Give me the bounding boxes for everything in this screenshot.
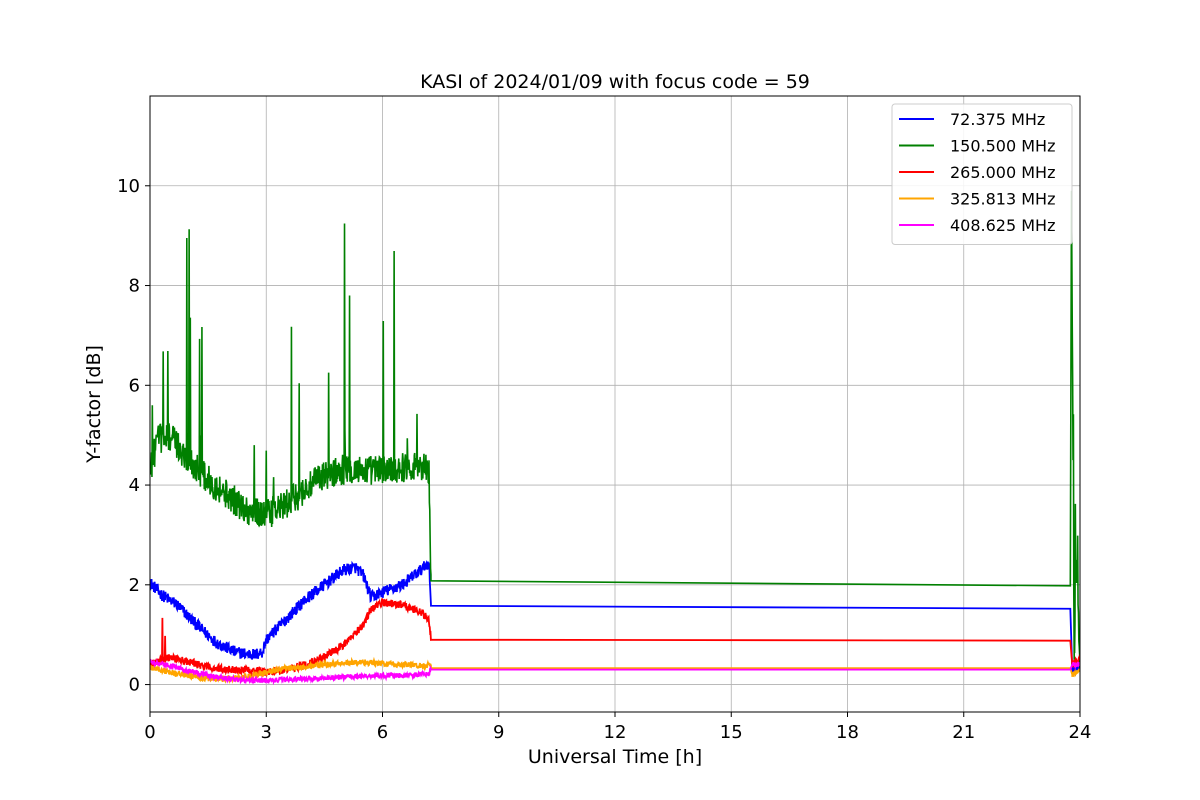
x-tick-label: 6 <box>377 722 388 743</box>
legend-label: 408.625 MHz <box>950 216 1055 235</box>
y-tick-label: 8 <box>129 276 140 297</box>
legend-box <box>891 103 1073 245</box>
x-axis: 0 3 6 9 12 15 18 21 24 <box>144 712 1091 743</box>
x-tick-label: 3 <box>261 722 272 743</box>
y-tick-label: 2 <box>129 575 140 596</box>
y-axis: 0 2 4 6 8 10 <box>117 176 150 696</box>
x-tick-label: 18 <box>836 722 859 743</box>
legend-label: 150.500 MHz <box>950 137 1055 156</box>
x-tick-label: 9 <box>493 722 504 743</box>
x-axis-label: Universal Time [h] <box>528 746 702 768</box>
legend-label: 265.000 MHz <box>950 163 1055 182</box>
y-tick-label: 6 <box>129 375 140 396</box>
chart-title: KASI of 2024/01/09 with focus code = 59 <box>420 71 810 93</box>
x-tick-label: 0 <box>144 722 155 743</box>
x-tick-label: 21 <box>952 722 975 743</box>
series-line-1 <box>150 190 1080 670</box>
legend-label: 325.813 MHz <box>950 190 1055 209</box>
x-tick-label: 24 <box>1069 722 1092 743</box>
legend-label: 72.375 MHz <box>950 110 1045 129</box>
series-line-0 <box>150 559 1080 677</box>
x-tick-label: 15 <box>720 722 743 743</box>
y-tick-label: 0 <box>129 675 140 696</box>
y-tick-label: 10 <box>117 176 140 197</box>
y-tick-label: 4 <box>129 475 140 496</box>
legend: 72.375 MHz 150.500 MHz 265.000 MHz 325.813 … <box>891 103 1073 245</box>
x-tick-label: 12 <box>604 722 627 743</box>
y-axis-label: Y-factor [dB] <box>83 345 105 464</box>
series-line-3 <box>150 656 1080 684</box>
plot-lines <box>150 190 1080 686</box>
series-line-4 <box>150 658 1080 686</box>
